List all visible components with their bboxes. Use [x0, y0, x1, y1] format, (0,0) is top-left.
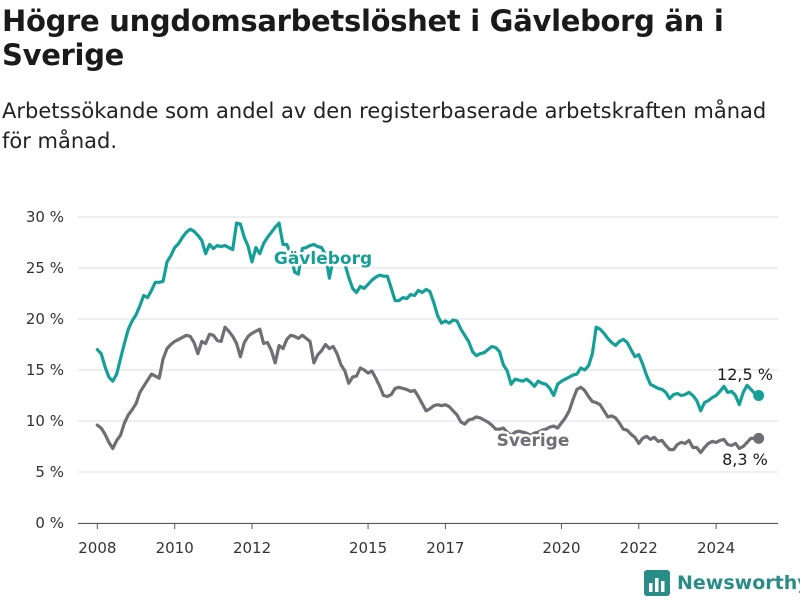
end-value-label-sverige: 8,3 %	[722, 450, 768, 469]
x-tick-label: 2017	[426, 539, 464, 557]
x-tick-label: 2022	[620, 539, 658, 557]
bar-chart-icon	[644, 570, 670, 596]
end-marker-gavleborg	[753, 390, 765, 401]
y-tick-label: 25 %	[26, 259, 64, 277]
y-tick-label: 10 %	[26, 412, 64, 430]
x-tick-label: 2008	[78, 539, 116, 557]
x-tick-label: 2015	[349, 539, 387, 557]
brand-name: Newsworthy	[677, 572, 800, 594]
x-tick-label: 2020	[542, 539, 580, 557]
series-line-sverige	[95, 325, 761, 455]
end-marker-sverige	[753, 432, 765, 444]
y-tick-label: 15 %	[26, 361, 64, 379]
series-line-gavleborg	[95, 221, 761, 413]
chart-subtitle: Arbetssökande som andel av den registerb…	[2, 99, 767, 153]
y-tick-label: 20 %	[26, 310, 64, 328]
x-tick-label: 2024	[697, 539, 735, 557]
series-label-halo: Sverige	[497, 431, 570, 451]
series-label-sverige: Sverige	[497, 431, 570, 451]
end-value-label-gavleborg: 12,5 %	[717, 365, 773, 384]
chart-title: Högre ungdomsarbetslöshet i Gävleborg än…	[2, 4, 724, 72]
y-tick-label: 0 %	[35, 514, 64, 532]
y-tick-label: 30 %	[26, 208, 64, 226]
series-label-halo: Gävleborg	[274, 249, 372, 269]
x-tick-label: 2010	[156, 539, 194, 557]
x-tick-label: 2012	[233, 539, 271, 557]
brand-logo: Newsworthy	[644, 568, 800, 598]
y-tick-label: 5 %	[35, 463, 64, 481]
series-label-gavleborg: Gävleborg	[274, 249, 372, 269]
